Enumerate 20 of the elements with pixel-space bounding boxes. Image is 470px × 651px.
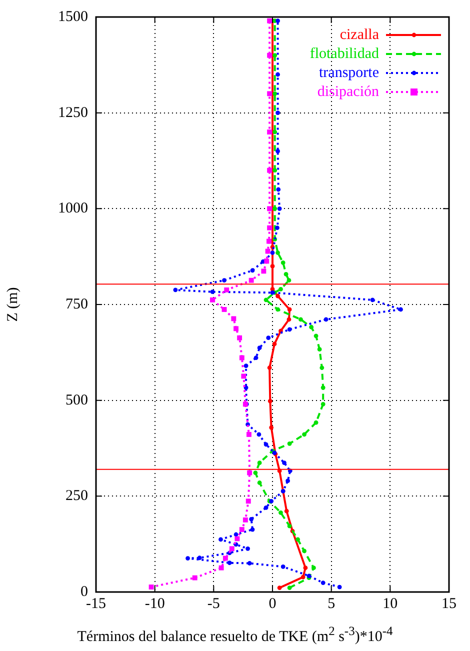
y-tick-label: 1000 bbox=[58, 200, 88, 217]
x-tick-label: 0 bbox=[268, 596, 276, 612]
x-tick-label: 10 bbox=[382, 596, 398, 612]
x-tick-label: -15 bbox=[86, 596, 106, 612]
legend-label: disipación bbox=[317, 84, 380, 100]
x-tick-label: 5 bbox=[328, 596, 336, 612]
legend-label: flotabilidad bbox=[310, 46, 380, 62]
legend-label: transporte bbox=[319, 64, 380, 81]
y-tick-label: 250 bbox=[66, 488, 88, 504]
y-tick-label: 1250 bbox=[58, 104, 88, 121]
x-tick-label: 15 bbox=[442, 596, 456, 612]
x-axis-title: Términos del balance resuelto de TKE (m$^{2}$ s$^{-3}$)*10$^{-4}$ bbox=[76, 624, 394, 646]
y-tick-label: 750 bbox=[66, 296, 88, 312]
y-tick-label: 1500 bbox=[58, 8, 88, 25]
x-tick-label: -5 bbox=[207, 596, 220, 612]
legend-label: cizalla bbox=[340, 26, 380, 43]
x-tick-label: -10 bbox=[144, 596, 165, 612]
y-tick-label: 500 bbox=[66, 392, 88, 408]
y-tick-label: 0 bbox=[80, 584, 88, 600]
y-axis-title: Z (m) bbox=[4, 287, 21, 322]
